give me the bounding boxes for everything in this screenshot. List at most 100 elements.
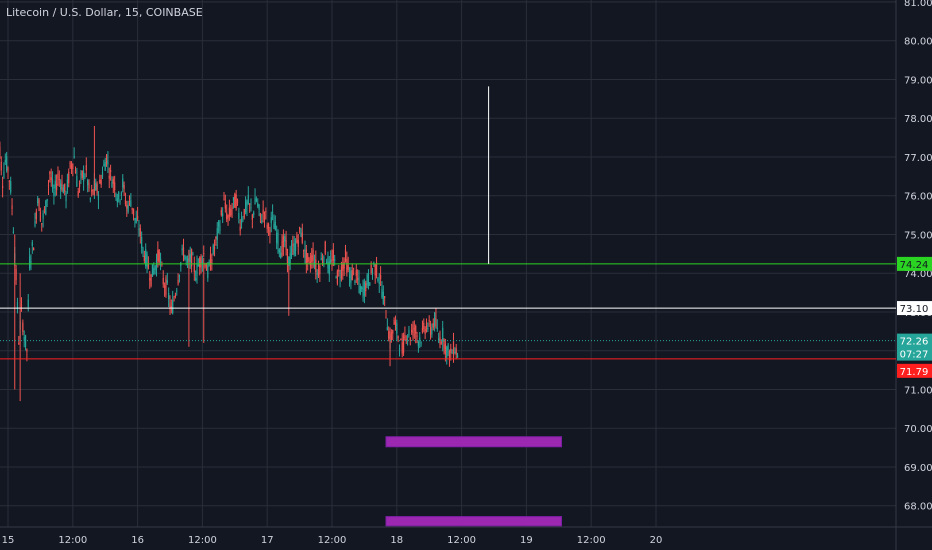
red-level-price-label: 71.79	[900, 367, 929, 378]
candle-body	[164, 285, 166, 288]
candle-body	[38, 199, 40, 212]
candle-body	[61, 181, 63, 191]
candle-body	[15, 269, 17, 281]
x-tick-label: 16	[131, 535, 144, 546]
candle-body	[450, 348, 452, 353]
candle-body	[331, 258, 333, 267]
candle-body	[353, 268, 355, 270]
candle-body	[369, 282, 371, 286]
candle-body	[407, 336, 409, 338]
candles-group	[0, 125, 459, 402]
y-tick-label: 70.00	[904, 424, 932, 435]
candle-body	[141, 237, 143, 248]
candle-body	[49, 171, 51, 174]
candle-body	[371, 270, 374, 274]
candle-body	[41, 223, 43, 225]
candle-body	[197, 264, 199, 266]
x-tick-label: 12:00	[58, 535, 87, 546]
candle-body	[168, 292, 170, 300]
candle-body	[384, 296, 386, 299]
candle-body	[228, 207, 230, 217]
candle-body	[239, 226, 241, 231]
x-tick-label: 18	[390, 535, 403, 546]
candle-body	[110, 170, 112, 172]
candle-body	[226, 212, 228, 220]
candle-body	[78, 182, 81, 187]
candle-body	[397, 336, 399, 338]
candle-body	[330, 259, 332, 262]
candle-body	[116, 198, 118, 203]
candle-body	[186, 258, 189, 262]
candle-body	[135, 218, 137, 223]
candle-body	[253, 212, 255, 215]
candle-body	[127, 204, 129, 212]
candle-body	[65, 192, 67, 202]
candle-body	[162, 277, 164, 285]
candle-body	[68, 171, 70, 184]
candle-body	[354, 280, 356, 283]
candle-body	[404, 335, 406, 338]
candle-body	[92, 189, 94, 194]
candle-body	[250, 207, 252, 209]
candle-body	[343, 261, 345, 269]
candle-body	[84, 176, 86, 178]
candle-body	[195, 278, 197, 281]
candle-body	[313, 262, 316, 267]
candle-body	[204, 263, 206, 267]
candle-body	[3, 171, 5, 178]
candle-body	[47, 185, 50, 187]
candle-body	[361, 287, 363, 290]
candle-body	[303, 249, 305, 252]
candle-body	[35, 211, 37, 219]
candle-body	[219, 225, 221, 232]
candle-body	[366, 274, 368, 286]
candle-body	[6, 156, 8, 171]
candle-body	[107, 160, 109, 165]
candle-body	[358, 277, 360, 284]
candle-body	[266, 224, 268, 229]
candle-body	[243, 209, 245, 218]
x-tick-label: 12:00	[577, 535, 606, 546]
candle-body	[320, 257, 322, 260]
candle-body	[380, 275, 382, 280]
candle-body	[442, 327, 444, 342]
candle-body	[452, 340, 455, 358]
candle-body	[276, 233, 278, 244]
candle-body	[294, 243, 297, 251]
candle-body	[76, 176, 78, 187]
candle-body	[324, 241, 326, 254]
candle-body	[132, 208, 135, 216]
candle-body	[83, 171, 85, 182]
candle-body	[332, 249, 334, 261]
white-level-price-label: 73.10	[900, 304, 929, 315]
candle-body	[73, 156, 75, 158]
candle-body	[446, 346, 448, 359]
candle-body	[96, 183, 98, 194]
candle-body	[286, 249, 289, 264]
candle-body	[232, 197, 235, 201]
candle-body	[451, 352, 453, 354]
candle-body	[24, 334, 27, 348]
candle-body	[416, 335, 418, 338]
candle-body	[269, 229, 271, 236]
candle-body	[290, 247, 293, 257]
candle-body	[74, 170, 77, 174]
candle-body	[385, 317, 387, 319]
candle-body	[334, 259, 336, 261]
candle-body	[272, 212, 274, 214]
candle-body	[95, 182, 97, 191]
candle-body	[238, 212, 240, 219]
candle-body	[405, 338, 407, 340]
candle-body	[58, 178, 60, 180]
candle-body	[220, 210, 222, 216]
candle-body	[128, 197, 131, 199]
candle-body	[103, 164, 105, 166]
candle-body	[236, 199, 239, 203]
white-level-price-label-bg	[897, 301, 932, 316]
candle-body	[301, 232, 303, 243]
candle-body	[154, 265, 156, 270]
y-tick-label: 68.00	[904, 502, 932, 513]
candle-body	[432, 323, 434, 328]
